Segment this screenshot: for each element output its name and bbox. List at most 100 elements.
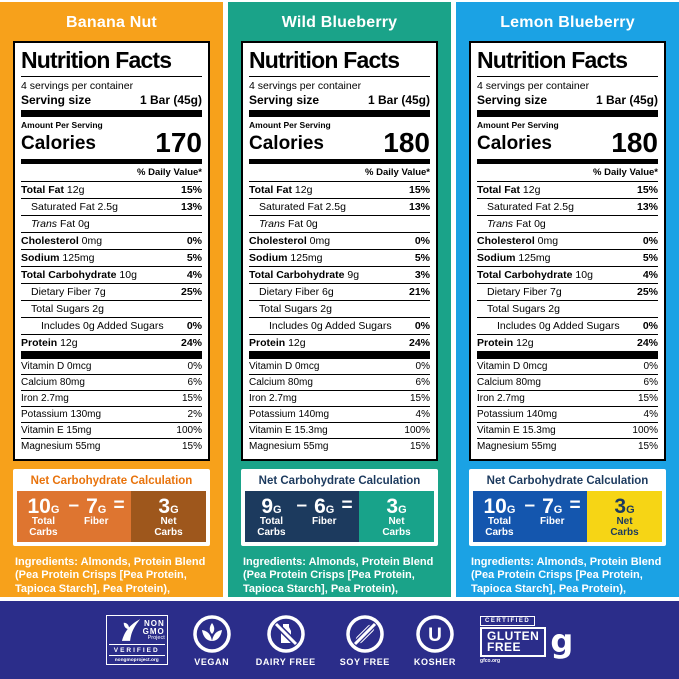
nutrient-name: Cholesterol 0mg xyxy=(21,235,103,248)
minus-sign: – xyxy=(524,495,536,517)
flavor-title: Wild Blueberry xyxy=(281,14,398,31)
serving-size-label: Serving size xyxy=(249,93,320,107)
flavor-title: Banana Nut xyxy=(66,14,157,31)
fiber-label: Fiber xyxy=(540,516,565,528)
fiber-value: 7G xyxy=(542,495,563,519)
net-carb-calculation: Net Carbohydrate Calculation 10G Total C… xyxy=(13,469,210,547)
vitamin-row: Vitamin E 15.3mg 100% xyxy=(477,422,658,438)
non-gmo-line2: GMO xyxy=(142,626,165,636)
fiber-term: 7G Fiber xyxy=(540,496,564,528)
nutrient-name: Total Carbohydrate 10g xyxy=(21,269,137,282)
ingredients-label: Ingredients: xyxy=(15,556,78,569)
net-carbs-label: Net Carbs xyxy=(382,516,411,538)
vitamin-daily-value: 100% xyxy=(176,425,202,437)
total-carbs-value: 10G xyxy=(483,495,516,519)
nutrient-name: Includes 0g Added Sugars xyxy=(269,320,392,333)
nutrition-facts-label: Nutrition Facts 4 servings per container… xyxy=(241,41,438,462)
nutrient-row: Cholesterol 0mg 0% xyxy=(249,232,430,249)
vitamin-name: Iron 2.7mg xyxy=(477,393,525,405)
fiber-value: 6G xyxy=(314,495,335,519)
vitamin-name: Calcium 80mg xyxy=(21,377,85,389)
nutrient-daily-value: 0% xyxy=(642,235,658,248)
medium-divider xyxy=(477,159,658,165)
nutrient-name: Total Carbohydrate 9g xyxy=(249,269,360,282)
nutrient-daily-value: 0% xyxy=(642,320,658,333)
vitamin-row: Potassium 140mg 4% xyxy=(249,406,430,422)
net-carb-equation: 10G Total Carbs – 7G Fiber = 3G xyxy=(17,491,206,543)
serving-size-value: 1 Bar (45g) xyxy=(595,93,658,107)
vitamin-daily-value: 6% xyxy=(415,377,430,389)
nutrient-row: Total Carbohydrate 10g 4% xyxy=(21,266,202,283)
ingredients-text: Ingredients: Almonds, Protein Blend (Pea… xyxy=(243,556,434,597)
nutrient-name: Protein 12g xyxy=(249,337,306,350)
daily-value-header: % Daily Value* xyxy=(365,167,430,179)
nutrient-name: Includes 0g Added Sugars xyxy=(41,320,164,333)
vitamin-name: Potassium 140mg xyxy=(477,409,558,421)
medium-divider xyxy=(249,159,430,165)
vitamin-daily-value: 4% xyxy=(415,409,430,421)
nutrient-daily-value: 15% xyxy=(180,184,202,197)
nutrient-name: Dietary Fiber 7g xyxy=(31,286,106,299)
vitamin-daily-value: 0% xyxy=(643,361,658,373)
net-carb-title: Net Carbohydrate Calculation xyxy=(258,475,421,488)
nutrient-row: Sodium 125mg 5% xyxy=(477,249,658,266)
vitamin-row: Magnesium 55mg 15% xyxy=(249,438,430,454)
calories-label: Calories xyxy=(477,133,552,155)
vitamin-daily-value: 15% xyxy=(409,441,430,453)
soy-free-badge: SOY FREE xyxy=(340,614,390,667)
nutrient-daily-value: 0% xyxy=(414,320,430,333)
amount-per-serving: Amount Per Serving xyxy=(249,120,331,130)
nutrient-name: Total Fat 12g xyxy=(477,184,541,197)
nutrition-facts-heading: Nutrition Facts xyxy=(21,47,202,77)
net-carb-equation-left: 10G Total Carbs – 7G Fiber = xyxy=(17,491,132,543)
calories-value: 180 xyxy=(611,127,658,158)
vitamin-rows: Vitamin D 0mcg 0% Calcium 80mg 6% Iron 2… xyxy=(249,358,430,454)
thick-divider xyxy=(21,110,202,117)
gluten-free-wordmark: GLUTEN FREE xyxy=(480,626,547,658)
nutrient-daily-value: 5% xyxy=(186,252,202,265)
vitamin-row: Potassium 140mg 4% xyxy=(477,406,658,422)
nutrient-daily-value: 21% xyxy=(408,286,430,299)
vitamin-name: Vitamin E 15mg xyxy=(21,425,92,437)
dairy-free-badge: DAIRY FREE xyxy=(256,614,316,667)
net-carbs-value: 3G xyxy=(386,495,407,519)
total-carbs-value: 9G xyxy=(261,495,282,519)
nutrient-row: Sodium 125mg 5% xyxy=(21,249,202,266)
vitamin-daily-value: 0% xyxy=(187,361,202,373)
nutrient-rows: Total Fat 12g 15% Saturated Fat 2.5g 13%… xyxy=(249,181,430,351)
fiber-label: Fiber xyxy=(84,516,109,528)
nutrient-daily-value: 25% xyxy=(636,286,658,299)
vitamin-row: Calcium 80mg 6% xyxy=(21,374,202,390)
svg-text:U: U xyxy=(428,625,442,646)
nutrient-name: Total Fat 12g xyxy=(21,184,85,197)
calories-row: Calories 180 xyxy=(249,128,430,158)
vitamin-name: Magnesium 55mg xyxy=(21,441,101,453)
nutrient-daily-value: 24% xyxy=(180,337,202,350)
net-carb-equation-left: 10G Total Carbs – 7G Fiber = xyxy=(473,491,588,543)
vitamin-daily-value: 6% xyxy=(187,377,202,389)
vitamin-daily-value: 15% xyxy=(409,393,430,405)
nutrient-name: Trans Fat 0g xyxy=(31,218,90,231)
amount-per-serving: Amount Per Serving xyxy=(477,120,559,130)
milk-bottle-crossed-icon xyxy=(266,614,305,653)
nutrient-daily-value: 13% xyxy=(180,201,202,214)
nutrient-row: Total Fat 12g 15% xyxy=(477,181,658,198)
vitamin-rows: Vitamin D 0mcg 0% Calcium 80mg 6% Iron 2… xyxy=(21,358,202,454)
nutrient-daily-value: 0% xyxy=(186,320,202,333)
nutrition-facts-heading: Nutrition Facts xyxy=(249,47,430,77)
nutrient-name: Protein 12g xyxy=(21,337,78,350)
flavor-title: Lemon Blueberry xyxy=(500,14,635,31)
vegan-leaf-icon xyxy=(192,614,231,653)
kosher-label: KOSHER xyxy=(413,656,457,667)
nutrient-row: Sodium 125mg 5% xyxy=(249,249,430,266)
minus-sign: – xyxy=(68,495,80,517)
nutrient-row: Protein 12g 24% xyxy=(477,334,658,351)
vegan-label: VEGAN xyxy=(194,656,230,667)
serving-size-value: 1 Bar (45g) xyxy=(367,93,430,107)
nutrient-name: Total Carbohydrate 10g xyxy=(477,269,593,282)
soy-free-label: SOY FREE xyxy=(339,656,390,667)
nutrient-name: Saturated Fat 2.5g xyxy=(487,201,574,214)
total-carbs-value: 10G xyxy=(27,495,60,519)
vitamin-name: Vitamin D 0mcg xyxy=(477,361,548,373)
nutrient-row: Total Fat 12g 15% xyxy=(249,181,430,198)
